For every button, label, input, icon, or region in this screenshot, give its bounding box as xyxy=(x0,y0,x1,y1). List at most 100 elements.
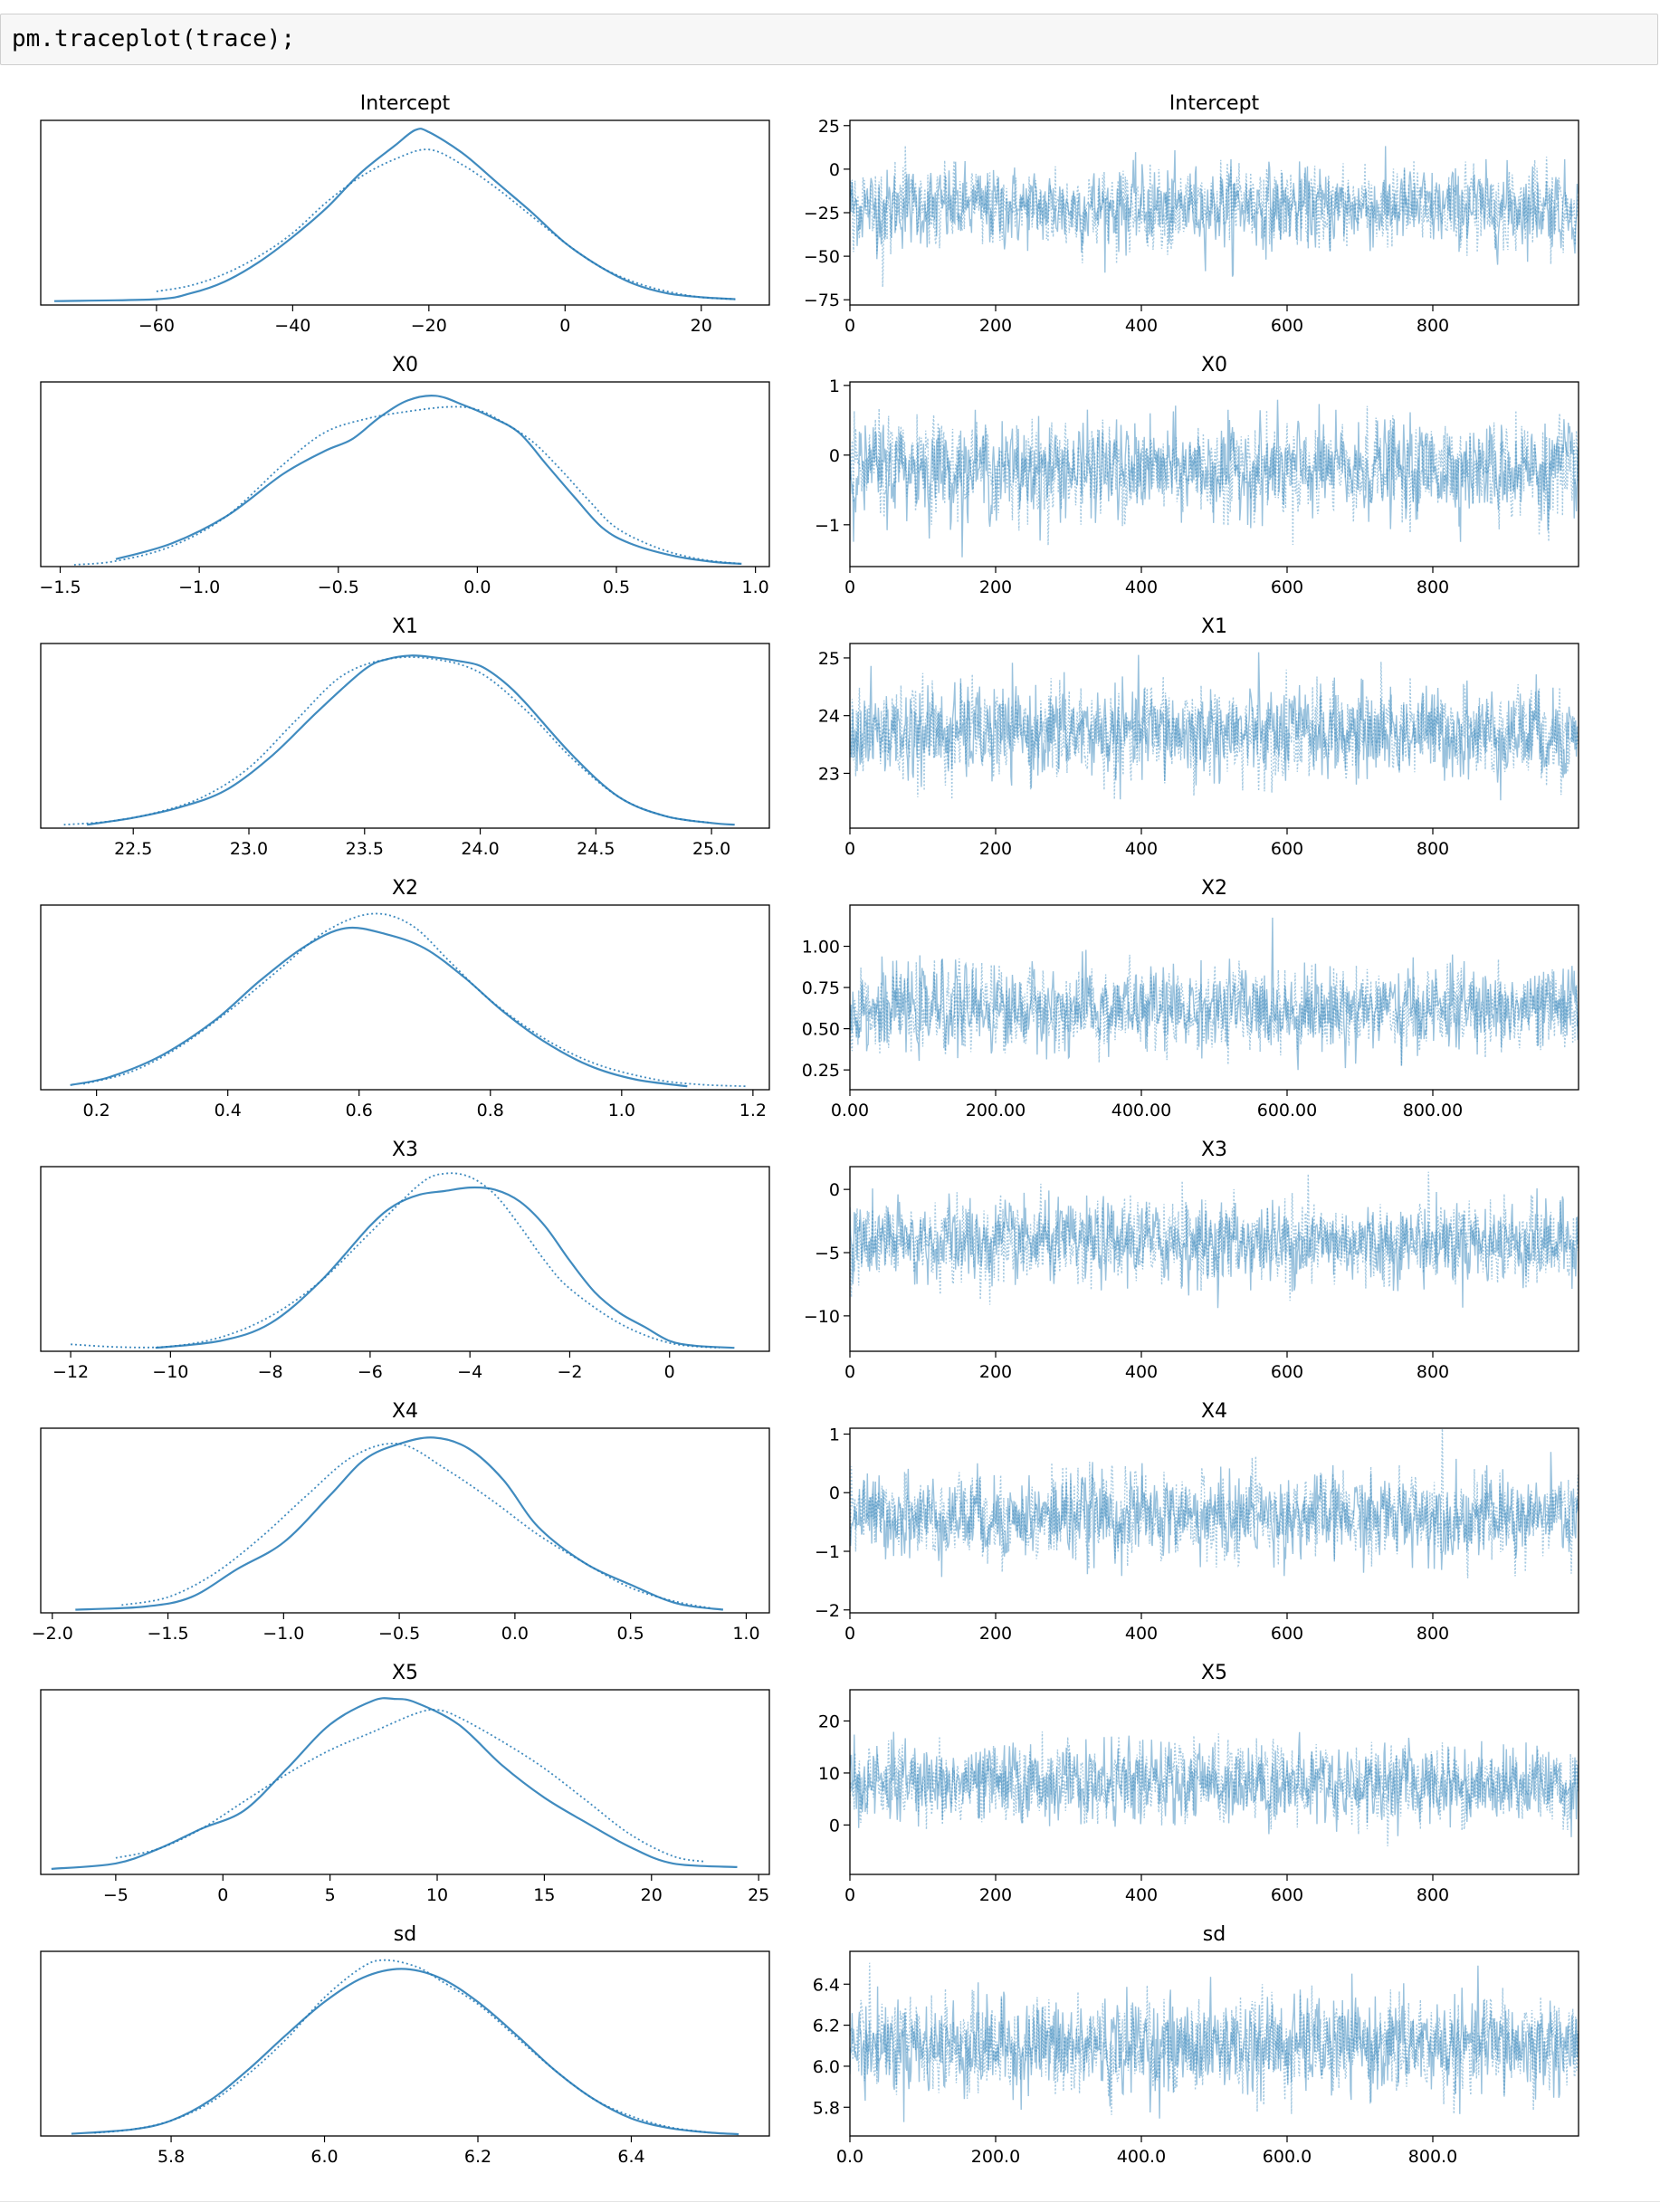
x-tick-label: 0.00 xyxy=(831,1101,869,1120)
subplot-x5-trace: X5 20 10 0 0 200 400 600 800 xyxy=(818,1662,1579,1905)
density-line-dotted xyxy=(94,1959,709,2134)
x-tick-label: −4 xyxy=(457,1362,482,1382)
x-tick-label: 10 xyxy=(426,1885,448,1905)
subplot-title: X5 xyxy=(1201,1662,1227,1684)
trace-line-chain-1 xyxy=(850,1962,1579,2115)
subplot-x1-trace: X1 25 24 23 0 200 400 600 800 xyxy=(818,615,1579,859)
x-tick-label: 200 xyxy=(979,1362,1012,1382)
x-tick-label: 0 xyxy=(844,1624,855,1644)
subplot-title: X2 xyxy=(392,877,418,900)
y-tick-label: −10 xyxy=(804,1307,840,1327)
trace-line-chain-0 xyxy=(850,1187,1579,1309)
subplot-x0-trace: X0 1 0 −1 0 200 400 600 800 xyxy=(815,354,1579,597)
y-tick-label: 0.50 xyxy=(802,1020,840,1040)
x-tick-label: 0 xyxy=(844,1362,855,1382)
x-tick-label: −10 xyxy=(152,1362,188,1382)
x-tick-label: 0 xyxy=(217,1885,228,1905)
x-tick-label: −8 xyxy=(258,1362,283,1382)
y-tick-label: 6.0 xyxy=(813,2057,840,2077)
trace-line-chain-1 xyxy=(850,954,1579,1066)
y-tick-label: 0 xyxy=(829,446,840,466)
y-tick-label: 25 xyxy=(818,649,840,669)
y-tick-label: 6.4 xyxy=(813,1975,840,1995)
density-line-solid xyxy=(115,395,742,565)
x-tick-label: −12 xyxy=(52,1362,89,1382)
axes-frame xyxy=(40,1950,770,2137)
x-tick-label: 1.0 xyxy=(732,1624,759,1644)
x-tick-label: 600 xyxy=(1271,1624,1303,1644)
x-tick-label: 0.2 xyxy=(83,1101,110,1120)
trace-line-chain-0 xyxy=(850,1965,1579,2122)
code-cell-input[interactable]: pm.traceplot(trace); xyxy=(0,14,1658,65)
x-tick-label: 200.0 xyxy=(971,2147,1020,2167)
subplot-title: X3 xyxy=(1201,1139,1227,1161)
y-tick-label: 1.00 xyxy=(802,938,840,958)
x-tick-label: −1.0 xyxy=(262,1624,304,1644)
x-tick-label: 0 xyxy=(559,316,570,336)
x-tick-label: 600 xyxy=(1271,1885,1303,1905)
y-tick-label: −2 xyxy=(815,1601,840,1621)
subplot-x3-trace: X3 0 −5 −10 0 200 400 600 800 xyxy=(804,1139,1579,1382)
trace-line-chain-0 xyxy=(850,1731,1579,1837)
x-tick-label: 5 xyxy=(325,1885,336,1905)
x-tick-label: 0 xyxy=(844,577,855,597)
axes-frame xyxy=(849,1689,1579,1875)
y-tick-label: 0.25 xyxy=(802,1061,840,1081)
x-tick-label: −0.5 xyxy=(318,577,359,597)
density-line-dotted xyxy=(121,1442,712,1609)
x-tick-label: 600.00 xyxy=(1257,1101,1317,1120)
x-tick-label: 800 xyxy=(1417,839,1449,859)
trace-line-chain-1 xyxy=(850,145,1579,288)
x-tick-label: 400.0 xyxy=(1117,2147,1166,2167)
subplot-title: Intercept xyxy=(360,92,451,115)
x-tick-label: 800.0 xyxy=(1408,2147,1457,2167)
x-tick-label: 0.8 xyxy=(477,1101,504,1120)
subplot-sd-trace: sd 6.4 6.2 6.0 5.8 0.0 200.0 400.0 600.0 800.0 xyxy=(813,1923,1579,2167)
density-line-dotted xyxy=(156,148,736,300)
x-tick-label: −0.5 xyxy=(378,1624,420,1644)
subplot-title: X2 xyxy=(1201,877,1227,900)
trace-line-chain-0 xyxy=(850,652,1579,801)
subplot-title: X0 xyxy=(1201,354,1227,377)
x-tick-label: 23.0 xyxy=(230,839,268,859)
subplot-sd-density: sd 5.8 6.0 6.2 6.4 xyxy=(40,1923,770,2167)
subplot-x5-density: X5 −5 0 5 10 15 20 25 xyxy=(40,1662,770,1905)
x-tick-label: 200 xyxy=(979,316,1012,336)
y-tick-label: −1 xyxy=(815,1542,840,1562)
x-tick-label: 0.0 xyxy=(463,577,491,597)
y-tick-label: 5.8 xyxy=(813,2098,840,2118)
subplot-title: X1 xyxy=(392,615,418,638)
y-tick-label: −50 xyxy=(804,247,840,267)
x-tick-label: 6.4 xyxy=(617,2147,644,2167)
axes-frame xyxy=(849,1427,1579,1614)
y-tick-label: 23 xyxy=(818,764,840,784)
x-tick-label: 200 xyxy=(979,577,1012,597)
subplot-title: Intercept xyxy=(1169,92,1260,115)
x-tick-label: 0 xyxy=(844,839,855,859)
trace-line-chain-1 xyxy=(850,405,1579,546)
axes-frame xyxy=(40,1689,770,1875)
density-line-dotted xyxy=(71,1172,720,1349)
y-tick-label: 24 xyxy=(818,707,840,727)
x-tick-label: 200 xyxy=(979,1885,1012,1905)
density-line-dotted xyxy=(73,405,742,566)
density-line-dotted xyxy=(82,912,747,1088)
axes-frame xyxy=(40,1427,770,1614)
x-tick-label: 24.0 xyxy=(461,839,499,859)
x-tick-label: 22.5 xyxy=(114,839,152,859)
density-line-solid xyxy=(51,1697,738,1870)
subplot-x3-density: X3 −12 −10 −8 −6 −4 −2 0 xyxy=(40,1139,770,1382)
trace-line-chain-1 xyxy=(850,662,1579,800)
y-tick-label: 1 xyxy=(829,377,840,396)
x-tick-label: 600 xyxy=(1271,839,1303,859)
x-tick-label: 15 xyxy=(533,1885,555,1905)
output-area: Intercept −60 −40 −20 0 20 Intercept 25 0 −25 −50−… xyxy=(0,68,1660,2212)
axes-frame xyxy=(40,643,770,829)
x-tick-label: 0 xyxy=(664,1362,675,1382)
y-tick-label: 0 xyxy=(829,1483,840,1503)
y-tick-label: 0 xyxy=(829,160,840,180)
subplot-x1-density: X1 22.5 23.0 23.5 24.0 24.5 25.0 xyxy=(40,615,770,859)
x-tick-label: 25.0 xyxy=(692,839,730,859)
x-tick-label: 200 xyxy=(979,1624,1012,1644)
